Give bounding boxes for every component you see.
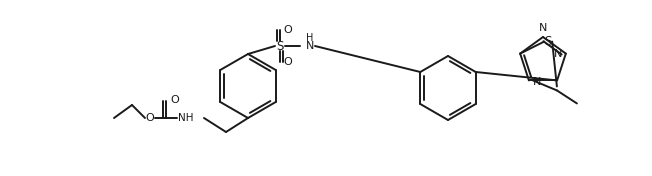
Text: N: N — [533, 77, 541, 87]
Text: N: N — [306, 41, 314, 51]
Text: H: H — [306, 33, 314, 43]
Text: O: O — [171, 95, 179, 105]
Text: N: N — [539, 23, 547, 33]
Text: N: N — [554, 49, 562, 59]
Text: NH: NH — [178, 113, 194, 123]
Text: S: S — [544, 35, 552, 48]
Text: O: O — [284, 25, 292, 35]
Text: O: O — [145, 113, 155, 123]
Text: O: O — [284, 57, 292, 67]
Text: S: S — [276, 39, 284, 52]
